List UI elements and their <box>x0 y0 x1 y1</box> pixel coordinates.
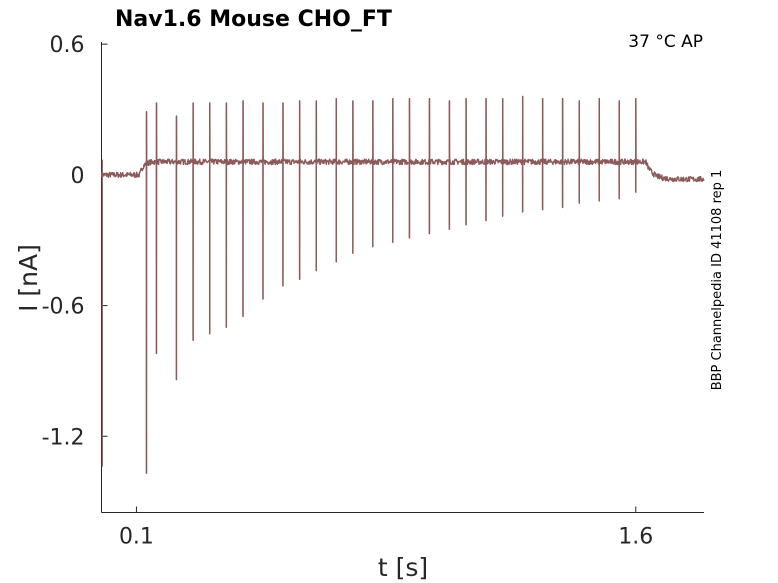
y-tick-label: 0 <box>71 164 85 189</box>
condition-annotation: 37 °C AP <box>628 32 703 52</box>
trace-group <box>101 95 705 474</box>
y-ticks: 0.6 0 -0.6 -1.2 <box>42 33 108 450</box>
chart-title: Nav1.6 Mouse CHO_FT <box>115 7 392 32</box>
x-ticks: 0.1 1.6 <box>119 506 653 550</box>
y-tick-label: -1.2 <box>42 425 85 450</box>
y-tick-label: -0.6 <box>42 295 85 320</box>
x-tick-label: 1.6 <box>618 525 653 550</box>
y-tick-label: 0.6 <box>50 33 85 58</box>
source-side-label: BBP Channelpedia ID 41108 rep 1 <box>710 170 725 391</box>
y-axis-label: I [nA] <box>14 244 43 312</box>
x-tick-label: 0.1 <box>119 525 154 550</box>
current-trace <box>101 95 705 474</box>
axes <box>101 42 704 513</box>
x-axis-label: t [s] <box>378 553 428 582</box>
